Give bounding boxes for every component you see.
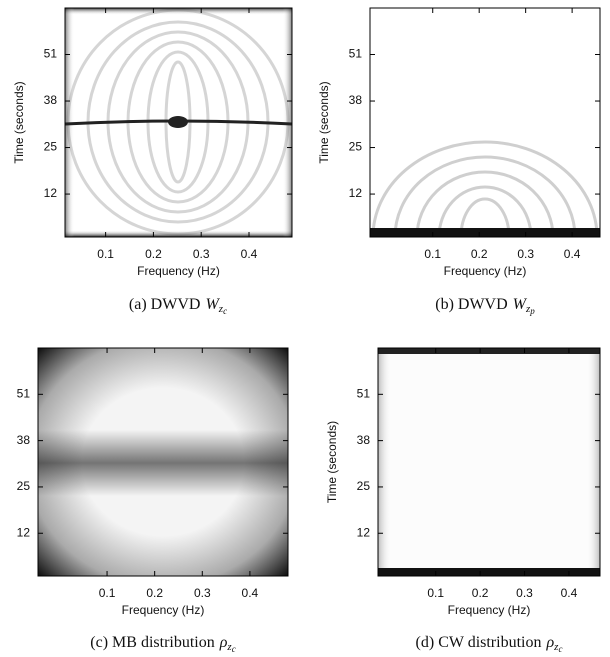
x-tick-label: 0.1 — [99, 586, 116, 600]
y-tick-label: 12 — [357, 525, 371, 539]
caption-symbol: ρ — [545, 634, 554, 651]
caption-subsub: c — [223, 306, 227, 316]
x-tick-label: 0.2 — [145, 247, 162, 261]
y-tick-label: 51 — [357, 386, 371, 400]
y-tick-label: 38 — [349, 93, 363, 107]
heatmap-image — [370, 8, 600, 237]
caption: (d) CW distribution ρzc — [416, 634, 563, 654]
y-axis-label: Time (seconds) — [12, 81, 26, 163]
x-axis-label: Frequency (Hz) — [122, 603, 205, 617]
x-axis-label: Frequency (Hz) — [444, 264, 527, 278]
x-tick-label: 0.3 — [194, 586, 211, 600]
caption-sub: z — [226, 641, 232, 653]
caption: (b) DWVD Wzp — [435, 296, 535, 316]
plot-frame — [37, 347, 289, 577]
x-tick-label: 0.4 — [564, 247, 581, 261]
heatmap-image — [65, 8, 292, 237]
caption-sub: z — [525, 303, 531, 315]
y-tick-label: 38 — [44, 93, 58, 107]
x-tick-label: 0.4 — [241, 247, 258, 261]
caption-subsub: c — [232, 644, 236, 654]
caption-subsub: p — [529, 306, 535, 316]
caption-prefix: (d) CW distribution — [416, 634, 542, 651]
x-tick-label: 0.1 — [97, 247, 114, 261]
caption: (c) MB distribution ρzc — [90, 634, 235, 654]
caption-sub: z — [553, 641, 559, 653]
x-tick-label: 0.2 — [471, 247, 488, 261]
y-tick-label: 51 — [17, 386, 31, 400]
caption: (a) DWVD Wzc — [129, 296, 227, 316]
y-tick-label: 51 — [44, 47, 58, 61]
caption-symbol: ρ — [219, 634, 228, 651]
caption-prefix: (c) MB distribution — [90, 634, 214, 651]
caption-prefix: (b) DWVD — [435, 296, 507, 313]
x-tick-label: 0.4 — [242, 586, 259, 600]
caption-symbol: W — [205, 296, 220, 313]
heatmap-image — [38, 348, 288, 576]
y-tick-label: 25 — [17, 479, 31, 493]
caption-prefix: (a) DWVD — [129, 296, 201, 313]
y-tick-label: 12 — [44, 186, 58, 200]
heatmap-image — [378, 348, 600, 576]
y-tick-label: 25 — [349, 140, 363, 154]
caption-subsub: c — [558, 644, 562, 654]
x-tick-label: 0.4 — [561, 586, 578, 600]
x-tick-label: 0.3 — [193, 247, 210, 261]
caption-symbol: W — [513, 296, 528, 313]
x-tick-label: 0.3 — [517, 247, 534, 261]
y-tick-label: 12 — [349, 186, 363, 200]
plot-frame — [64, 7, 293, 238]
caption-sub: z — [218, 303, 224, 315]
y-tick-label: 38 — [17, 433, 31, 447]
x-axis-label: Frequency (Hz) — [137, 264, 220, 278]
x-tick-label: 0.2 — [146, 586, 163, 600]
y-tick-label: 38 — [357, 433, 371, 447]
x-tick-label: 0.1 — [424, 247, 441, 261]
plot-frame — [377, 347, 601, 577]
y-tick-label: 12 — [17, 525, 31, 539]
y-axis-label: Time (seconds) — [325, 421, 339, 503]
x-tick-label: 0.1 — [427, 586, 444, 600]
y-tick-label: 25 — [44, 140, 58, 154]
y-axis-label: Time (seconds) — [317, 81, 331, 163]
x-tick-label: 0.2 — [472, 586, 489, 600]
x-axis-label: Frequency (Hz) — [448, 603, 531, 617]
plot-frame — [369, 7, 601, 238]
x-tick-label: 0.3 — [516, 586, 533, 600]
y-tick-label: 25 — [357, 479, 371, 493]
y-tick-label: 51 — [349, 47, 363, 61]
